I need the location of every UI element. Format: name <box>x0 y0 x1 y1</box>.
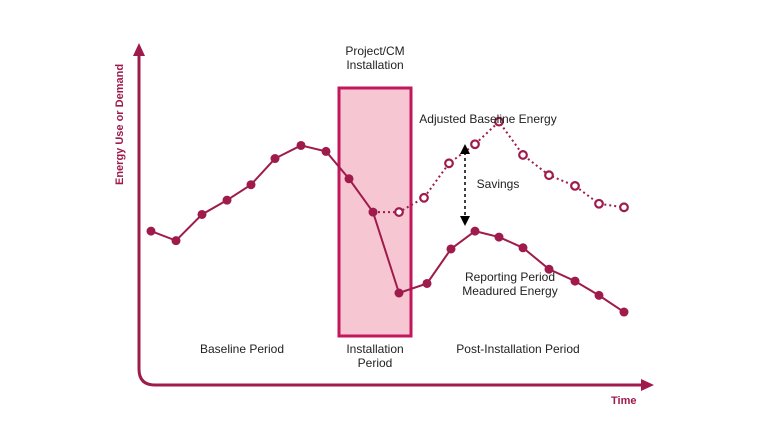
measured-point-11 <box>422 278 432 288</box>
measured-point-4 <box>246 180 256 190</box>
measured-point-18 <box>594 290 604 300</box>
y-axis-label: Energy Use or Demand <box>114 63 126 185</box>
measured-point-7 <box>321 146 331 156</box>
adjusted-baseline-label: Adjusted Baseline Energy <box>419 112 557 126</box>
adjusted-point-0 <box>394 207 404 217</box>
adjusted-baseline-series <box>373 116 629 217</box>
savings-label: Savings <box>476 177 520 191</box>
adjusted-point-5 <box>518 150 528 160</box>
installation-period-line2: Period <box>357 356 393 370</box>
adjusted-baseline-line <box>373 120 625 214</box>
measured-energy-series <box>146 140 629 317</box>
measured-point-16 <box>544 264 554 274</box>
measured-energy-line <box>150 144 625 313</box>
measured-point-12 <box>446 244 456 254</box>
measured-point-15 <box>518 243 528 253</box>
measured-point-19 <box>619 307 629 317</box>
measured-point-14 <box>494 232 504 242</box>
measured-point-1 <box>171 236 181 246</box>
adjusted-point-3 <box>470 139 480 150</box>
adjusted-point-6 <box>544 170 554 181</box>
y-axis-line <box>137 54 642 387</box>
x-axis-label: Time <box>611 395 637 407</box>
adjusted-point-7 <box>570 180 580 191</box>
reporting-period-label: Reporting Period Meadured Energy <box>450 270 570 298</box>
measured-point-0 <box>146 226 156 236</box>
installation-period-label: Installation Period <box>325 342 425 370</box>
measured-point-5 <box>270 154 280 164</box>
y-axis-arrowhead <box>133 43 145 56</box>
adjusted-point-8 <box>594 198 604 209</box>
reporting-label-line2: Meadured Energy <box>462 284 558 298</box>
adjusted-point-4 <box>494 116 504 127</box>
measured-point-13 <box>470 226 480 236</box>
post-installation-period-label: Post-Installation Period <box>456 342 580 356</box>
savings-arrow-up-head <box>460 144 470 154</box>
installation-title-line1: Project/CM <box>345 44 405 58</box>
measured-point-17 <box>570 276 580 286</box>
adjusted-point-1 <box>419 192 429 203</box>
installation-period-line1: Installation <box>346 342 404 356</box>
adjusted-point-9 <box>619 202 629 213</box>
x-axis-arrowhead <box>641 379 654 391</box>
measured-point-3 <box>222 195 232 205</box>
measured-point-8 <box>344 174 354 184</box>
baseline-period-label: Baseline Period <box>199 342 285 356</box>
measured-point-6 <box>296 140 306 150</box>
installation-title-line2: Installation <box>346 58 404 72</box>
measured-point-10 <box>394 288 404 298</box>
savings-arrow-down-head <box>460 216 470 226</box>
measured-point-2 <box>197 209 207 219</box>
adjusted-point-2 <box>444 158 454 169</box>
installation-title: Project/CM Installation <box>325 44 425 72</box>
reporting-label-line1: Reporting Period <box>464 270 556 284</box>
